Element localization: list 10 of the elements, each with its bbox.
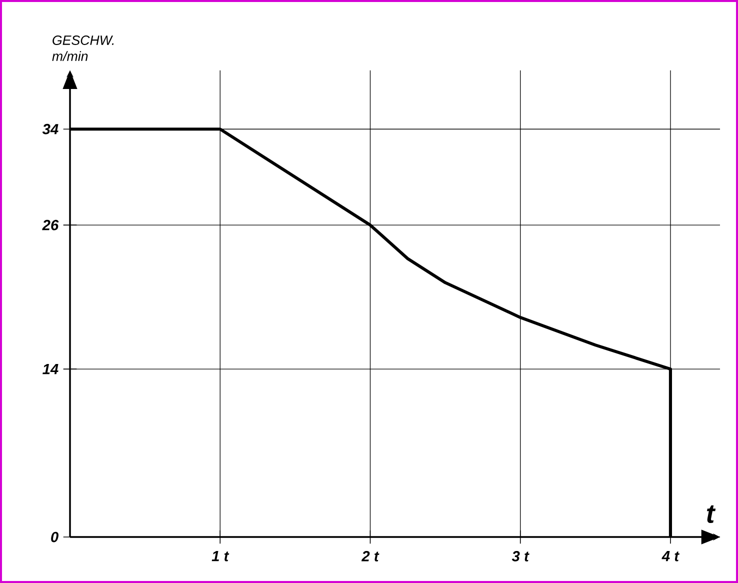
x-tick-label: 4 t xyxy=(662,551,680,562)
y-tick-label: 34 xyxy=(42,124,58,134)
y-tick-label: 14 xyxy=(42,364,58,374)
y-tick-label: 0 xyxy=(51,532,58,542)
x-tick-label: 1 t xyxy=(212,551,230,562)
y-tick-label: 26 xyxy=(42,220,59,230)
x-tick-label: 3 t xyxy=(512,551,530,562)
y-axis-title: GESCHW. m/min xyxy=(52,36,114,61)
x-axis-title: t xyxy=(706,505,716,523)
x-tick-label: 2 t xyxy=(361,551,380,562)
